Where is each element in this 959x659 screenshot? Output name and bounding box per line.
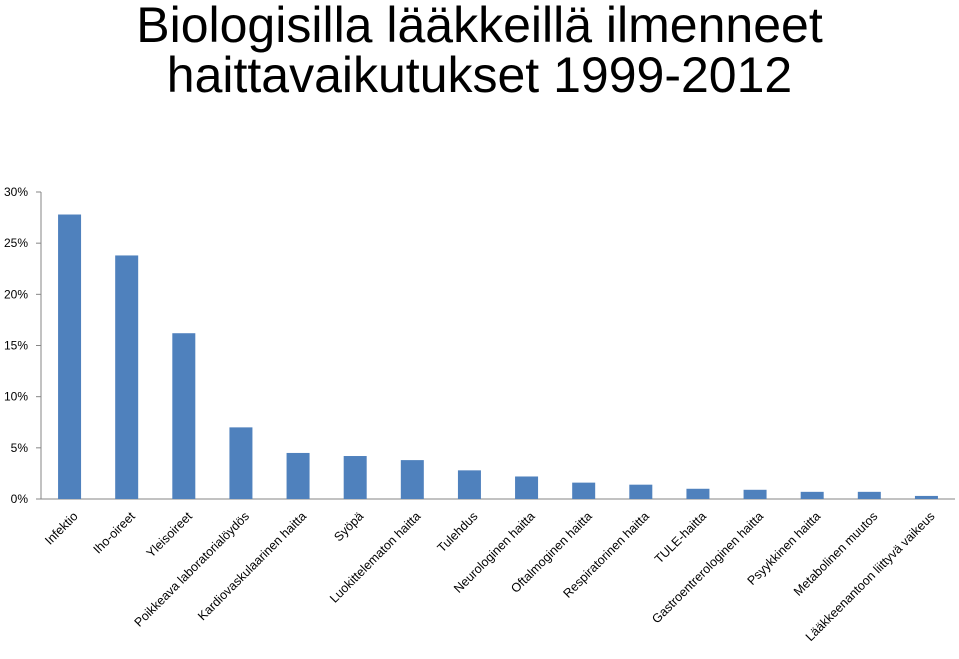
bar	[115, 255, 139, 499]
bar	[857, 491, 881, 499]
y-tick-label: 25%	[4, 236, 28, 250]
y-tick-label: 10%	[4, 390, 28, 404]
bar	[743, 489, 767, 499]
bar	[229, 427, 253, 499]
bar	[572, 482, 596, 499]
chart-title-line-1: Biologisilla lääkkeillä ilmenneet	[136, 0, 823, 53]
y-tick-label: 15%	[4, 339, 28, 353]
bar	[686, 488, 710, 499]
bar	[286, 452, 310, 499]
bar	[172, 333, 196, 499]
y-tick-label: 30%	[4, 185, 28, 199]
x-category-label: Iho-oireet	[91, 509, 139, 557]
x-category-label: Poikkeava laboratorialöydös	[132, 509, 252, 629]
bar	[629, 484, 653, 499]
bar	[515, 476, 539, 499]
bar	[58, 214, 82, 499]
chart-title: Biologisilla lääkkeillä ilmenneet haitta…	[0, 0, 959, 100]
bar	[400, 460, 424, 499]
x-category-label: Gastroentrerologinen haitta	[649, 509, 766, 626]
bar	[457, 470, 481, 499]
x-category-label: Lääkkeenantoon liittyvä vaikeus	[803, 509, 938, 644]
chart-title-line-2: haittavaikutukset 1999-2012	[166, 47, 793, 103]
x-category-label: Infektio	[42, 509, 80, 547]
x-category-label: Kardiovaskulaarinen haitta	[195, 509, 309, 623]
bar	[914, 495, 938, 499]
x-category-label: Tulehdus	[435, 509, 481, 555]
bar	[343, 456, 367, 499]
y-tick-label: 0%	[11, 492, 29, 506]
x-category-label: Syöpä	[331, 509, 366, 544]
y-tick-label: 5%	[11, 441, 29, 455]
bar	[800, 491, 824, 499]
x-category-label: TULE-haitta	[652, 509, 709, 566]
y-tick-label: 20%	[4, 287, 28, 301]
x-category-label: Yleisoireet	[144, 509, 196, 561]
